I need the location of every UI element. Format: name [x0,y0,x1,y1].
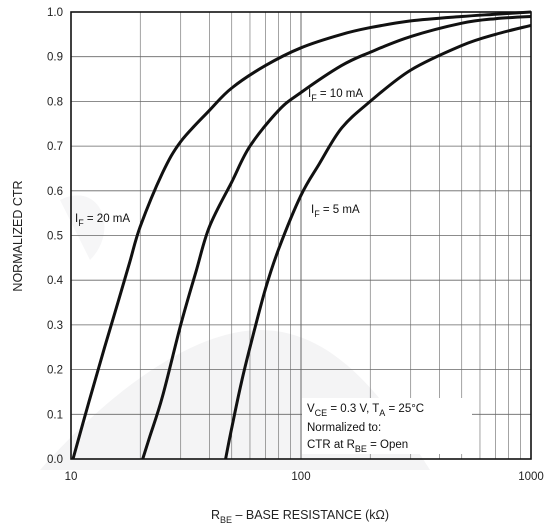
annotation-line-3: CTR at RBE = Open [307,439,408,454]
y-tick-label: 0.3 [47,320,63,332]
plot-frame [70,11,532,460]
annotation-line-2: Normalized to: [307,422,381,434]
curve-if-20ma [71,10,532,460]
y-tick-label: 0.1 [47,409,63,421]
y-axis-label: NORMALIZED CTR [11,180,25,291]
y-tick-label: 0.8 [47,96,63,108]
grid [70,11,532,460]
y-tick-label: 0.6 [47,186,63,198]
x-tick-label: 100 [291,471,310,483]
y-tick-label: 0.0 [47,454,63,466]
curve-if-5ma [224,23,532,460]
y-tick-label: 0.4 [47,275,64,287]
x-axis-label: RBE – BASE RESISTANCE (kΩ) [211,508,389,525]
y-tick-label: 0.9 [47,52,63,64]
y-tick-label: 1.0 [47,7,63,19]
curve-if-10ma [141,15,532,460]
x-tick-label: 10 [65,471,78,483]
y-tick-label: 0.2 [47,365,63,377]
x-tick-label: 1000 [518,471,544,483]
series-label-20ma: IF = 20 mA [75,213,130,228]
curves [71,10,532,460]
series-label-5ma: IF = 5 mA [311,204,360,219]
y-tick-label: 0.7 [47,141,63,153]
y-tick-label: 0.5 [47,231,63,243]
y-tick-labels: 0.0 0.1 0.2 0.3 0.4 0.5 0.6 0.7 0.8 0.9 1.0 [47,7,64,466]
series-label-10ma: IF = 10 mA [308,88,363,103]
annotation-line-1: VCE = 0.3 V, TA = 25°C [307,403,424,418]
x-tick-labels: 10 100 1000 [65,471,544,483]
conditions-annotation: VCE = 0.3 V, TA = 25°C Normalized to: CT… [302,398,472,454]
